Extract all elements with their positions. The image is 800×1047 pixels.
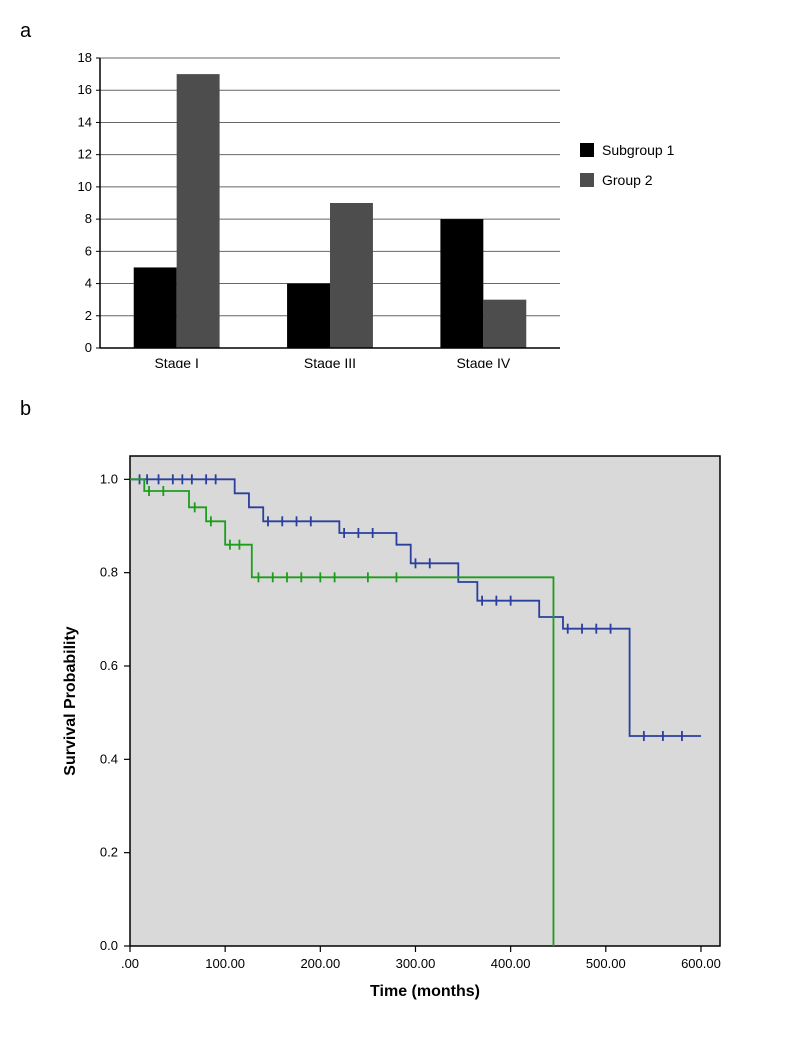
svg-text:200.00: 200.00 xyxy=(300,956,340,971)
panel-a-label: a xyxy=(20,20,780,43)
svg-text:16: 16 xyxy=(78,82,92,97)
svg-text:0.8: 0.8 xyxy=(100,565,118,580)
svg-text:600.00: 600.00 xyxy=(681,956,721,971)
svg-text:0.2: 0.2 xyxy=(100,845,118,860)
svg-text:0.6: 0.6 xyxy=(100,658,118,673)
survival-chart: .00 100.00 200.00 300.00 400.00 500.00 600.00 0… xyxy=(40,426,760,1026)
svg-text:4: 4 xyxy=(85,276,92,291)
svg-text:0.0: 0.0 xyxy=(100,938,118,953)
svg-text:Group 2: Group 2 xyxy=(602,172,653,188)
svg-text:Stage I: Stage I xyxy=(154,355,198,368)
svg-text:Survival Probability: Survival Probability xyxy=(62,626,79,775)
svg-text:2: 2 xyxy=(85,308,92,323)
svg-text:0: 0 xyxy=(85,340,92,355)
panel-b-label: b xyxy=(20,398,780,421)
svg-text:18: 18 xyxy=(78,50,92,65)
svg-text:12: 12 xyxy=(78,147,92,162)
bar-chart: 0 2 4 6 8 10 12 14 16 18 Stage I Stage III Stage IV S… xyxy=(40,48,760,368)
svg-text:500.00: 500.00 xyxy=(586,956,626,971)
svg-text:100.00: 100.00 xyxy=(205,956,245,971)
svg-text:300.00: 300.00 xyxy=(396,956,436,971)
svg-text:14: 14 xyxy=(78,114,92,129)
svg-text:6: 6 xyxy=(85,243,92,258)
svg-text:Subgroup 1: Subgroup 1 xyxy=(602,142,675,158)
svg-text:0.4: 0.4 xyxy=(100,751,118,766)
svg-text:1.0: 1.0 xyxy=(100,471,118,486)
svg-text:10: 10 xyxy=(78,179,92,194)
svg-text:.00: .00 xyxy=(121,956,139,971)
svg-text:8: 8 xyxy=(85,211,92,226)
svg-text:Time (months): Time (months) xyxy=(370,983,480,1000)
svg-text:Stage IV: Stage IV xyxy=(456,355,510,368)
svg-text:Stage III: Stage III xyxy=(304,355,356,368)
svg-text:400.00: 400.00 xyxy=(491,956,531,971)
